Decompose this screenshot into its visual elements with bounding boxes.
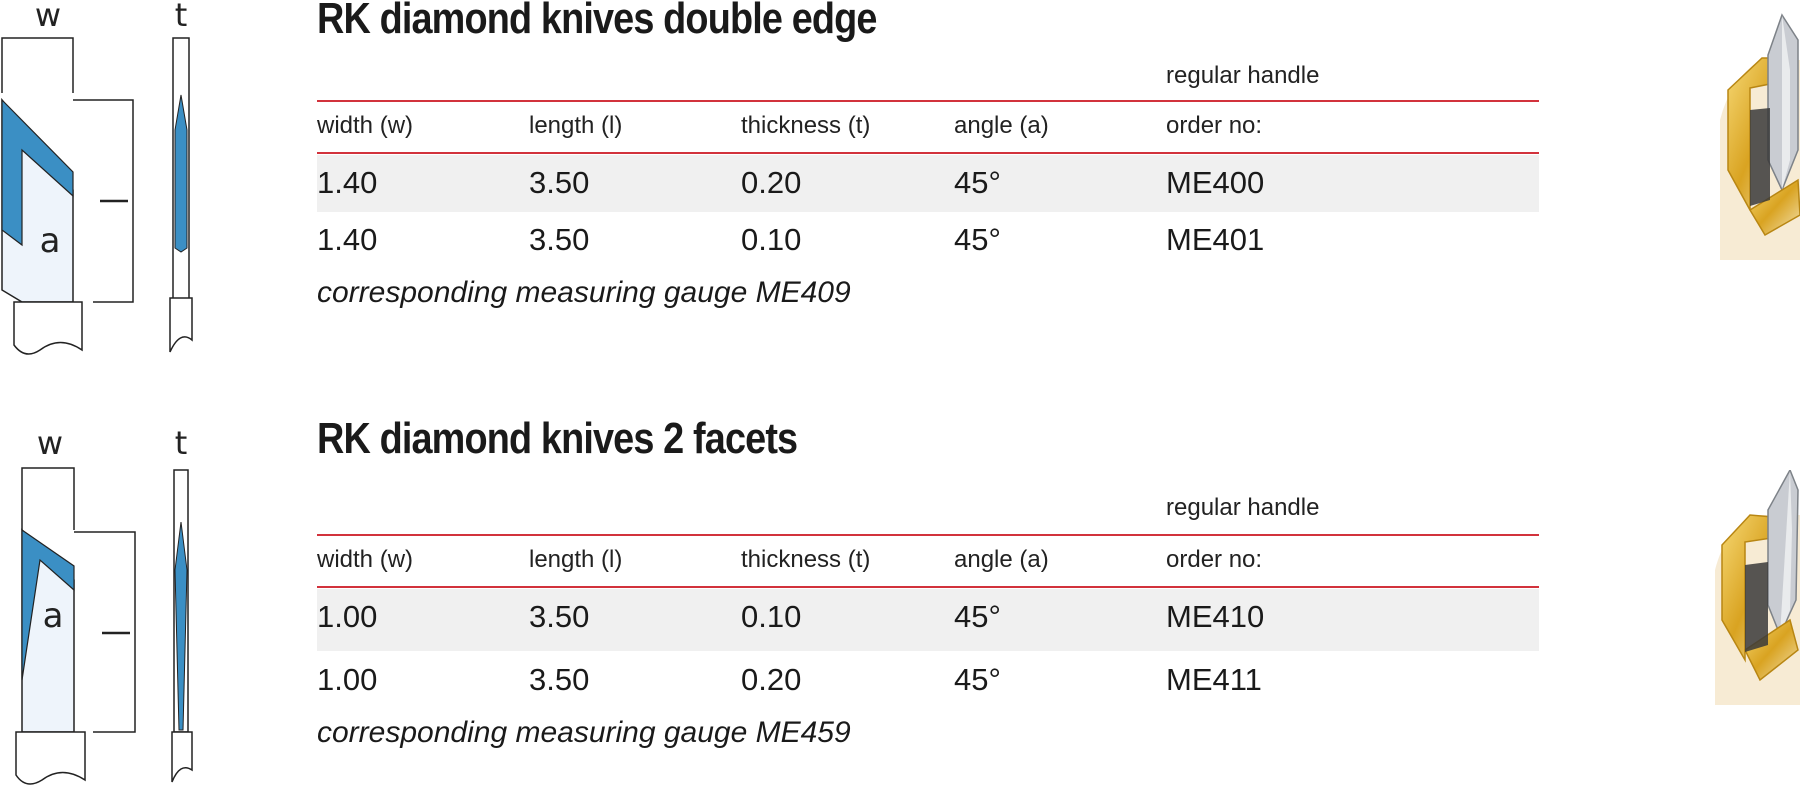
knife-dimension-diagram: w a t bbox=[15, 430, 193, 785]
gauge-note: corresponding measuring gauge ME459 bbox=[317, 716, 851, 749]
cell-angle: 45° bbox=[954, 599, 1001, 634]
table-divider bbox=[317, 152, 1539, 154]
header-angle: angle (a) bbox=[954, 546, 1049, 573]
knife-dimension-diagram: w a t bbox=[1, 0, 193, 355]
cell-angle: 45° bbox=[954, 222, 1001, 257]
cell-length: 3.50 bbox=[529, 165, 590, 200]
cell-length: 3.50 bbox=[529, 662, 590, 697]
cell-width: 1.00 bbox=[317, 599, 378, 634]
gauge-note: corresponding measuring gauge ME409 bbox=[317, 276, 851, 309]
header-thickness: thickness (t) bbox=[741, 546, 871, 573]
header-order-no: order no: bbox=[1166, 112, 1263, 139]
section-title: RK diamond knives double edge bbox=[317, 0, 877, 43]
cell-width: 1.00 bbox=[317, 662, 378, 697]
table-row: 1.00 3.50 0.10 45° ME410 bbox=[317, 589, 1539, 651]
table-row: 1.40 3.50 0.10 45° ME401 bbox=[317, 212, 1539, 269]
cell-angle: 45° bbox=[954, 662, 1001, 697]
knife-photo bbox=[1715, 470, 1800, 705]
product-section-double-edge: w a t RK diamond knives double edge regu… bbox=[0, 0, 1800, 360]
header-length: length (l) bbox=[529, 546, 623, 573]
header-thickness: thickness (t) bbox=[741, 112, 871, 139]
width-label: w bbox=[35, 0, 61, 34]
table-header-row: width (w) length (l) thickness (t) angle… bbox=[317, 540, 1539, 580]
cell-thickness: 0.10 bbox=[741, 599, 802, 634]
section-title: RK diamond knives 2 facets bbox=[317, 414, 798, 463]
cell-length: 3.50 bbox=[529, 222, 590, 257]
table-row: 1.40 3.50 0.20 45° ME400 bbox=[317, 155, 1539, 212]
cell-thickness: 0.10 bbox=[741, 222, 802, 257]
header-width: width (w) bbox=[317, 112, 414, 139]
cell-order-no: ME400 bbox=[1166, 165, 1265, 200]
cell-thickness: 0.20 bbox=[741, 165, 802, 200]
knife-photo bbox=[1720, 13, 1800, 260]
product-section-2-facets: w a t RK diamond knives 2 facets regular… bbox=[0, 414, 1800, 787]
header-width: width (w) bbox=[317, 546, 414, 573]
cell-order-no: ME401 bbox=[1166, 222, 1265, 257]
header-angle: angle (a) bbox=[954, 112, 1049, 139]
thickness-label: t bbox=[175, 0, 188, 34]
cell-order-no: ME410 bbox=[1166, 599, 1265, 634]
cell-width: 1.40 bbox=[317, 222, 378, 257]
angle-label: a bbox=[40, 221, 61, 261]
handle-label: regular handle bbox=[1166, 494, 1320, 521]
handle-label: regular handle bbox=[1166, 62, 1320, 89]
table-divider bbox=[317, 100, 1539, 102]
angle-label: a bbox=[43, 596, 64, 636]
header-order-no: order no: bbox=[1166, 546, 1263, 573]
table-divider bbox=[317, 534, 1539, 536]
cell-order-no: ME411 bbox=[1166, 662, 1262, 697]
table-divider bbox=[317, 586, 1539, 588]
cell-thickness: 0.20 bbox=[741, 662, 802, 697]
cell-width: 1.40 bbox=[317, 165, 378, 200]
header-length: length (l) bbox=[529, 112, 623, 139]
width-label: w bbox=[37, 430, 63, 462]
thickness-label: t bbox=[175, 430, 188, 462]
cell-length: 3.50 bbox=[529, 599, 590, 634]
cell-angle: 45° bbox=[954, 165, 1001, 200]
table-header-row: width (w) length (l) thickness (t) angle… bbox=[317, 106, 1539, 146]
table-row: 1.00 3.50 0.20 45° ME411 bbox=[317, 652, 1539, 709]
